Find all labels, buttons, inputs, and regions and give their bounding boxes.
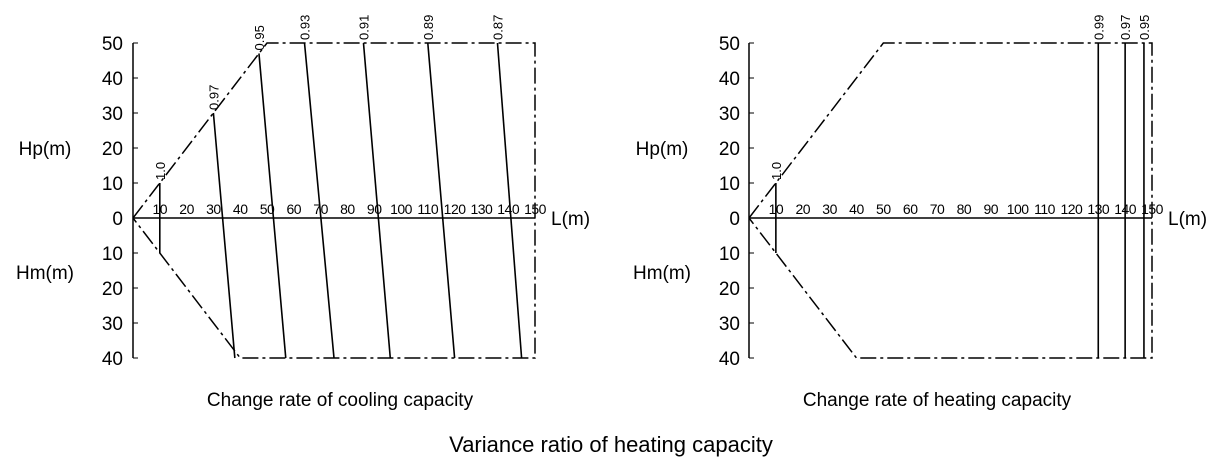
y-tick-label: 50: [102, 34, 123, 55]
cooling-capacity-chart: 50 40 30 20 100 10 20 30 40 Hp(m) Hm(m) L(m) 10 20 30 4…: [16, 15, 590, 411]
ratio-line: [212, 112, 236, 359]
x-tick-label: 60: [903, 201, 918, 217]
x-tick-label: 80: [957, 201, 972, 217]
ratio-line-label: 0.89: [421, 15, 436, 40]
x-tick-label: 20: [179, 201, 194, 217]
x-tick-label: 110: [417, 201, 439, 217]
y-tick-label: 20: [719, 139, 740, 160]
x-tick-label: 140: [497, 201, 520, 217]
x-tick-label: 100: [1007, 201, 1030, 217]
x-tick-label: 20: [795, 201, 810, 217]
ratio-line-label: 1.0: [153, 162, 168, 180]
heating-capacity-chart: 50 40 30 20 100 10 20 30 40 Hp(m) Hm(m) L(m) 10 20 30 4…: [633, 15, 1207, 411]
ratio-line-label: 0.91: [356, 15, 371, 40]
y-lower-axis-name: Hm(m): [16, 263, 74, 284]
y-tick-label: 30: [719, 314, 740, 335]
ratio-line-label: 0.97: [206, 85, 221, 110]
y-lower-axis-name: Hm(m): [633, 263, 691, 284]
ratio-line-label: 0.97: [1118, 15, 1133, 40]
x-tick-label: 90: [367, 201, 382, 217]
x-tick-label: 130: [470, 201, 493, 217]
y-tick-label: 30: [719, 104, 740, 125]
ratio-line-label: 0.93: [298, 15, 313, 40]
x-tick-label: 80: [340, 201, 355, 217]
x-tick-label: 40: [233, 201, 248, 217]
y-tick-label: 20: [102, 139, 123, 160]
y-tick-label: 30: [102, 104, 123, 125]
y-tick-label: 40: [102, 69, 123, 90]
y-tick-label: 20: [719, 279, 740, 300]
x-tick-label: 70: [930, 201, 945, 217]
x-tick-label: 60: [287, 201, 302, 217]
y-tick-label: 10: [719, 174, 740, 195]
ratio-line: [303, 42, 335, 359]
y-tick-label: 30: [102, 314, 123, 335]
y-tick-label-zero: 0: [112, 209, 123, 230]
y-tick-label: 50: [719, 34, 740, 55]
x-tick-label: 100: [390, 201, 413, 217]
boundary-outline: [132, 42, 536, 359]
y-tick-label: 10: [719, 244, 740, 265]
y-tick-label: 40: [102, 349, 123, 370]
ratio-line: [427, 42, 456, 359]
ratio-line-label: 0.95: [1137, 15, 1152, 40]
x-tick-label: 110: [1034, 201, 1056, 217]
y-upper-axis-name: Hp(m): [19, 139, 72, 160]
ratio-line-label: 0.87: [490, 15, 505, 40]
y-tick-label: 10: [102, 174, 123, 195]
x-tick-label: 90: [984, 201, 999, 217]
main-title: Variance ratio of heating capacity: [449, 432, 773, 457]
ratio-line-label: 0.99: [1091, 15, 1106, 40]
y-tick-label: 40: [719, 349, 740, 370]
y-tick-label-zero: 0: [729, 209, 740, 230]
x-tick-label: 120: [444, 201, 467, 217]
chart-caption: Change rate of cooling capacity: [207, 390, 474, 411]
ratio-line-label: 0.95: [252, 25, 267, 50]
ratio-line: [258, 53, 287, 359]
x-axis-name: L(m): [551, 209, 590, 230]
x-tick-label: 30: [206, 201, 221, 217]
chart-caption: Change rate of heating capacity: [803, 390, 1072, 411]
x-tick-label: 40: [849, 201, 864, 217]
x-axis-name: L(m): [1168, 209, 1207, 230]
boundary-outline: [748, 42, 1153, 359]
x-tick-label: 50: [876, 201, 891, 217]
y-tick-label: 40: [719, 69, 740, 90]
x-tick-label: 30: [822, 201, 837, 217]
y-tick-label: 10: [102, 244, 123, 265]
y-tick-label: 20: [102, 279, 123, 300]
ratio-line: [362, 42, 392, 359]
ratio-line: [496, 42, 523, 359]
x-tick-label: 120: [1060, 201, 1083, 217]
ratio-line-label: 1.0: [769, 162, 784, 180]
x-tick-label: 70: [313, 201, 328, 217]
y-upper-axis-name: Hp(m): [636, 139, 689, 160]
